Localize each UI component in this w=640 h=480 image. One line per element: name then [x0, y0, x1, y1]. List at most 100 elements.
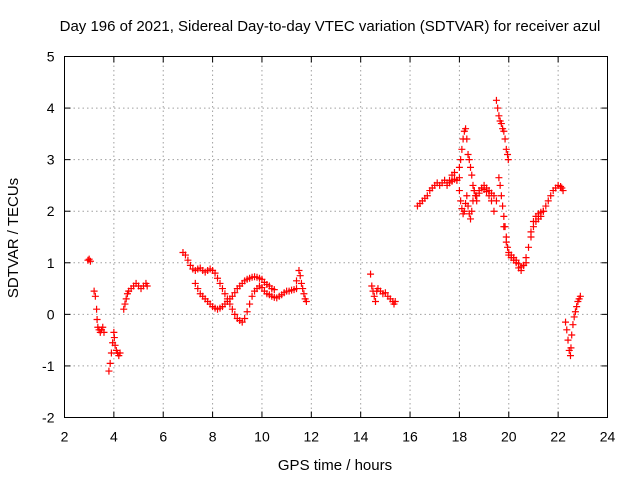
x-tick-labels: 2 4 6 8 10 12 14 16 18 20 22 24: [61, 429, 616, 445]
axis-ticks: [64, 56, 608, 418]
data-point: [248, 292, 256, 300]
data-point: [186, 261, 194, 269]
data-point: [455, 163, 463, 171]
data-point: [184, 256, 192, 264]
data-point: [241, 314, 249, 322]
data-point: [238, 318, 246, 326]
data-point: [90, 287, 98, 295]
y-tick-label: 3: [47, 152, 55, 168]
y-tick-label: -2: [42, 410, 55, 426]
y-tick-label: 5: [47, 49, 55, 65]
data-point: [218, 285, 226, 293]
data-point: [465, 156, 473, 164]
data-point: [211, 269, 219, 277]
data-point: [529, 218, 537, 226]
y-tick-label: 0: [47, 306, 55, 322]
data-points: [84, 96, 584, 375]
x-tick-label: 6: [159, 429, 167, 445]
data-point: [573, 303, 581, 311]
data-point: [502, 238, 510, 246]
x-tick-label: 24: [600, 429, 616, 445]
data-point: [302, 297, 310, 305]
data-point: [547, 192, 555, 200]
data-point: [492, 197, 500, 205]
data-point: [492, 96, 500, 104]
plot-frame: [64, 56, 608, 418]
data-point: [563, 326, 571, 334]
grid: [64, 56, 608, 418]
data-point: [228, 292, 236, 300]
data-point: [500, 127, 508, 135]
data-point: [467, 215, 475, 223]
data-point: [517, 267, 525, 275]
data-point: [453, 176, 461, 184]
data-point: [246, 300, 254, 308]
data-point: [455, 187, 463, 195]
data-point: [495, 174, 503, 182]
data-point: [100, 328, 108, 336]
data-point: [93, 316, 101, 324]
x-tick-label: 22: [550, 429, 566, 445]
data-point: [500, 223, 508, 231]
data-point: [467, 163, 475, 171]
data-point: [567, 344, 575, 352]
data-point: [463, 135, 471, 143]
data-point: [468, 207, 476, 215]
x-axis-title: GPS time / hours: [278, 457, 392, 474]
data-point: [214, 274, 222, 282]
data-point: [502, 145, 510, 153]
data-point: [391, 297, 399, 305]
y-tick-label: -1: [42, 358, 55, 374]
data-point: [191, 279, 199, 287]
data-point: [122, 295, 130, 303]
data-point: [495, 112, 503, 120]
data-point: [499, 202, 507, 210]
data-point: [570, 313, 578, 321]
data-point: [527, 228, 535, 236]
data-point: [512, 259, 520, 267]
x-tick-label: 2: [61, 429, 69, 445]
x-tick-label: 8: [209, 429, 217, 445]
data-point: [522, 254, 530, 262]
data-point: [494, 104, 502, 112]
data-point: [469, 181, 477, 189]
data-point: [296, 272, 304, 280]
data-point: [457, 156, 465, 164]
data-point: [490, 207, 498, 215]
data-point: [116, 349, 124, 357]
data-point: [91, 292, 99, 300]
data-point: [446, 179, 454, 187]
data-point: [542, 202, 550, 210]
data-point: [221, 290, 229, 298]
y-tick-labels: -2 -1 0 1 2 3 4 5: [42, 49, 55, 426]
x-tick-label: 18: [452, 429, 468, 445]
data-point: [107, 349, 115, 357]
data-point: [231, 289, 239, 297]
data-point: [497, 192, 505, 200]
data-point: [181, 251, 189, 259]
data-point: [496, 181, 504, 189]
data-point: [368, 282, 376, 290]
data-point: [463, 192, 471, 200]
data-point: [297, 279, 305, 287]
data-point: [111, 341, 119, 349]
data-point: [231, 310, 239, 318]
data-point: [490, 192, 498, 200]
data-point: [120, 305, 128, 313]
data-point: [468, 171, 476, 179]
x-tick-label: 4: [110, 429, 118, 445]
data-point: [99, 323, 107, 331]
data-point: [194, 285, 202, 293]
data-point: [504, 156, 512, 164]
data-point: [105, 367, 113, 375]
data-point: [559, 187, 567, 195]
data-point: [458, 145, 466, 153]
data-point: [370, 292, 378, 300]
data-point: [504, 243, 512, 251]
data-point: [216, 279, 224, 287]
data-point: [576, 292, 584, 300]
data-point: [464, 150, 472, 158]
data-point: [571, 308, 579, 316]
data-point: [564, 336, 572, 344]
